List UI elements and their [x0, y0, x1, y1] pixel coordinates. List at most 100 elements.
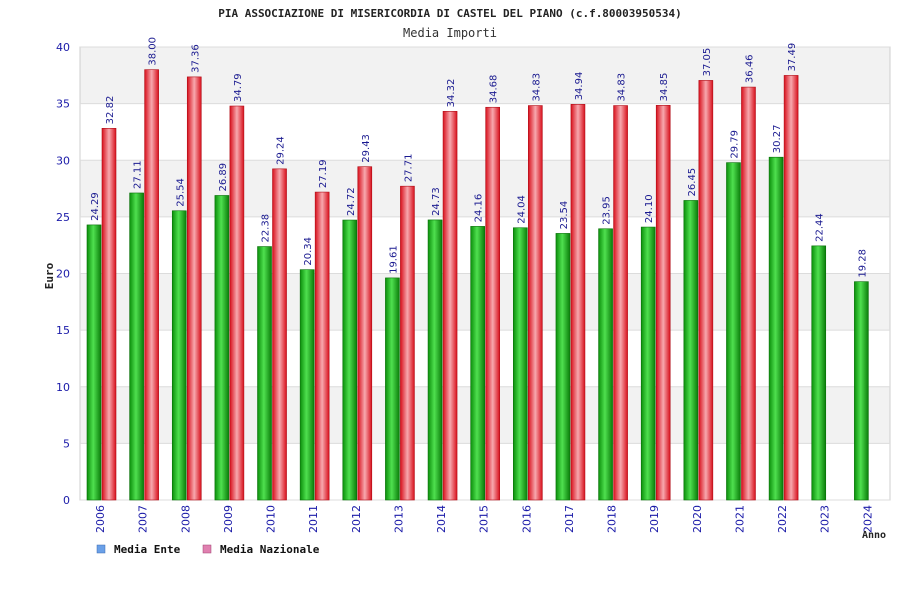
- data-label: 19.61: [388, 245, 399, 274]
- data-label: 27.71: [403, 154, 414, 183]
- bar-media-nazionale: [144, 69, 159, 501]
- y-tick-label: 5: [63, 437, 70, 450]
- x-tick-label: 2014: [435, 505, 448, 533]
- data-label: 34.94: [574, 72, 585, 101]
- data-label: 36.46: [744, 54, 755, 83]
- x-tick-label: 2013: [392, 505, 405, 533]
- data-label: 38.00: [148, 37, 159, 66]
- x-tick-label: 2024: [861, 505, 874, 533]
- legend-swatch-media-nazionale: [202, 544, 212, 554]
- bar-media-ente: [683, 200, 699, 501]
- data-label: 34.83: [617, 73, 628, 102]
- chart-title: PIA ASSOCIAZIONE DI MISERICORDIA DI CAST…: [218, 7, 682, 20]
- y-tick-label: 0: [63, 494, 70, 507]
- legend-swatch-media-ente: [96, 544, 106, 554]
- bar-media-nazionale: [655, 105, 671, 501]
- bar-media-ente: [299, 269, 315, 501]
- data-label: 23.95: [602, 196, 613, 225]
- data-label: 34.68: [489, 75, 500, 104]
- y-tick-label: 30: [56, 154, 70, 167]
- y-tick-label: 15: [56, 324, 70, 337]
- x-axis-ticks: 2006 2007 2008 2009 2010 2011 2012 2013 2014 2015…: [94, 505, 874, 533]
- bar-media-nazionale: [272, 168, 287, 501]
- bar-media-ente: [811, 245, 827, 501]
- x-tick-label: 2010: [265, 505, 278, 533]
- y-tick-label: 20: [56, 268, 70, 281]
- data-label: 19.28: [857, 249, 868, 278]
- bar-media-nazionale: [229, 105, 245, 501]
- bar-media-ente: [768, 156, 784, 501]
- data-label: 32.82: [105, 96, 116, 125]
- bar-media-nazionale: [528, 105, 543, 501]
- bar-media-ente: [427, 219, 443, 501]
- y-tick-label: 35: [56, 98, 70, 111]
- data-label: 29.43: [361, 134, 372, 163]
- data-label: 34.83: [531, 73, 542, 102]
- data-label: 34.79: [233, 73, 244, 102]
- x-tick-label: 2012: [350, 505, 363, 533]
- bar-media-ente: [513, 227, 528, 501]
- y-axis-label: Euro: [43, 262, 56, 289]
- bar-media-ente: [854, 281, 869, 501]
- data-label: 37.49: [787, 43, 798, 72]
- x-tick-label: 2023: [819, 505, 832, 533]
- bar-media-nazionale: [357, 166, 373, 501]
- bar-media-ente: [385, 277, 400, 501]
- y-tick-label: 10: [56, 381, 70, 394]
- bar-media-nazionale: [186, 76, 202, 501]
- legend-label-media-ente: Media Ente: [114, 543, 181, 556]
- x-tick-label: 2016: [520, 505, 533, 533]
- x-tick-label: 2009: [222, 505, 235, 533]
- data-label: 29.79: [729, 130, 740, 159]
- bar-media-ente: [171, 210, 187, 501]
- data-label: 34.32: [446, 79, 457, 108]
- data-label: 24.10: [644, 194, 655, 223]
- data-label: 22.38: [261, 214, 272, 243]
- data-label: 23.54: [559, 201, 570, 230]
- x-tick-label: 2006: [94, 505, 107, 533]
- bar-media-ente: [214, 195, 230, 501]
- bar-media-nazionale: [485, 106, 500, 501]
- bars: [86, 69, 869, 501]
- legend-label-media-nazionale: Media Nazionale: [220, 543, 320, 556]
- data-label: 37.05: [702, 48, 713, 77]
- bar-media-nazionale: [101, 128, 117, 501]
- x-tick-label: 2007: [137, 505, 150, 533]
- data-label: 37.36: [190, 44, 201, 73]
- x-tick-label: 2019: [648, 505, 661, 533]
- data-label: 25.54: [175, 178, 186, 207]
- bar-media-ente: [555, 233, 571, 501]
- chart-subtitle: Media Importi: [403, 26, 497, 40]
- x-tick-label: 2011: [307, 505, 320, 533]
- bar-media-nazionale: [570, 104, 586, 501]
- x-tick-label: 2022: [776, 505, 789, 533]
- bar-media-nazionale: [442, 111, 458, 501]
- data-label: 26.45: [687, 168, 698, 197]
- x-axis-label: Anno: [862, 530, 886, 541]
- x-tick-label: 2020: [691, 505, 704, 533]
- x-tick-label: 2015: [478, 505, 491, 533]
- x-tick-label: 2021: [733, 505, 746, 533]
- data-label: 20.34: [303, 237, 314, 266]
- data-label: 24.04: [516, 195, 527, 224]
- bar-media-nazionale: [783, 75, 799, 501]
- bar-media-nazionale: [613, 105, 628, 501]
- data-labels: 24.29 27.11 25.54 26.89 22.38 20.34 24.72 19.61…: [90, 37, 868, 278]
- y-tick-label: 25: [56, 211, 70, 224]
- data-label: 27.11: [133, 160, 144, 189]
- x-tick-label: 2008: [179, 505, 192, 533]
- bar-media-ente: [342, 219, 358, 501]
- data-label: 22.44: [815, 213, 826, 242]
- bar-media-nazionale: [400, 185, 415, 501]
- bar-media-ente: [257, 246, 272, 501]
- data-label: 24.72: [346, 187, 357, 216]
- data-label: 24.29: [90, 192, 101, 221]
- bar-media-nazionale: [314, 191, 330, 501]
- data-label: 30.27: [772, 125, 783, 154]
- bar-media-ente: [86, 224, 102, 501]
- legend: Media Ente Media Nazionale: [96, 543, 320, 556]
- data-label: 26.89: [218, 163, 229, 192]
- data-label: 29.24: [276, 136, 287, 165]
- bar-media-nazionale: [698, 80, 714, 501]
